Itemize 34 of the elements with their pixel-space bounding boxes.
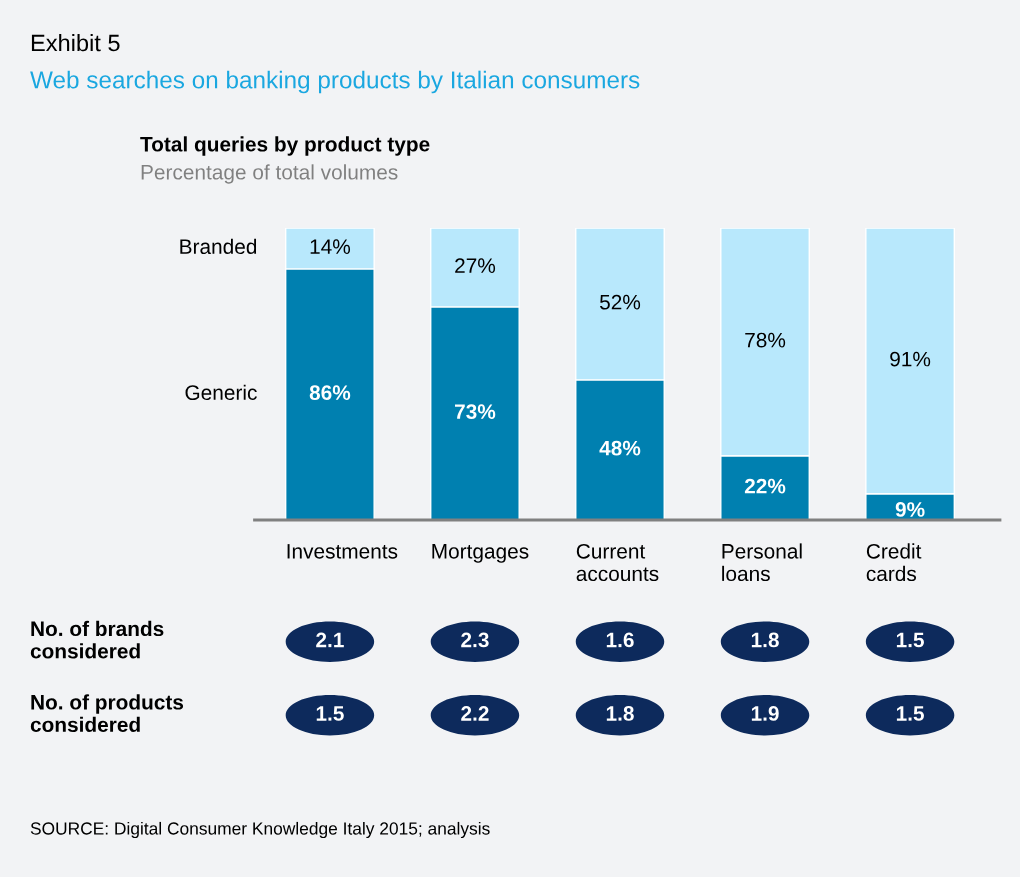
data-label: 73% — [455, 404, 496, 420]
text: 1.6 — [606, 632, 634, 648]
x-tick-label: Credit cards — [866, 543, 922, 582]
text: 2.1 — [316, 632, 344, 648]
data-label: 27% — [455, 258, 496, 273]
data-label: 22% — [744, 478, 786, 494]
data-label: 52% — [599, 294, 641, 310]
text: 1.8 — [606, 706, 634, 721]
text: 1.8 — [751, 632, 779, 648]
text: 2.3 — [461, 632, 489, 648]
text: Total queries by product type — [140, 136, 430, 156]
x-tick-label: Current accounts — [576, 543, 659, 582]
series-label: Branded — [180, 238, 257, 255]
text: No. of products considered — [30, 694, 184, 733]
chart-title: Web searches on banking products by Italian consumers — [30, 70, 640, 94]
data-label: 86% — [309, 385, 351, 401]
x-tick-label: Investments — [287, 544, 398, 559]
x-tick-label: Mortgages — [432, 544, 529, 563]
x-tick-label: Personal loans — [722, 543, 802, 582]
text: Percentage of total volumes — [141, 164, 398, 184]
data-label: 91% — [890, 351, 931, 367]
text: 1.5 — [896, 706, 924, 721]
source-note: SOURCE: Digital Consumer Knowledge Italy 2015; analysis — [30, 821, 490, 839]
text: 1.5 — [316, 706, 344, 721]
data-label: 9% — [895, 502, 925, 517]
text: 2.2 — [461, 706, 489, 721]
data-label: 14% — [310, 239, 351, 254]
text: 1.9 — [751, 706, 779, 721]
text: 1.5 — [896, 632, 924, 648]
data-label: 78% — [745, 332, 786, 348]
series-label: Generic — [185, 384, 257, 401]
text: Exhibit 5 — [31, 34, 120, 52]
data-label: 48% — [599, 440, 641, 456]
text: No. of brands considered — [30, 620, 164, 659]
